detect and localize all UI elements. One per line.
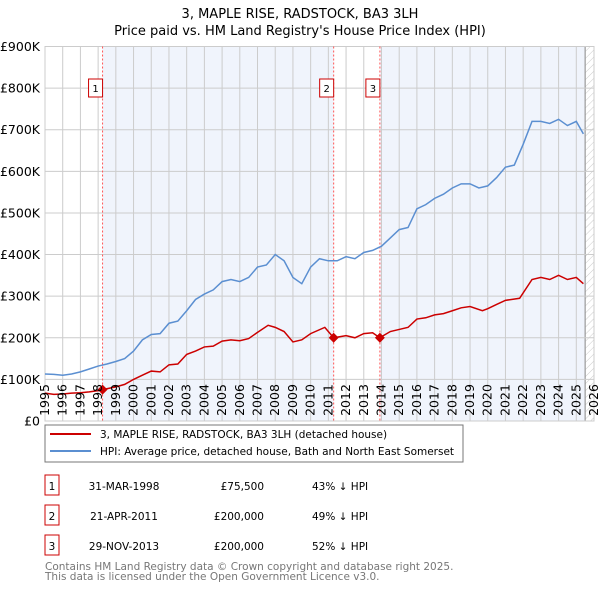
x-tick-label: 1997: [72, 384, 87, 416]
x-tick-label: 2011: [320, 384, 335, 416]
x-tick-label: 2005: [214, 384, 229, 416]
sale-row-date: 21-APR-2011: [90, 511, 158, 523]
sale-marker-box: [88, 78, 104, 98]
y-tick-label: £600K: [0, 164, 41, 179]
sale-row-hpi: 49% ↓ HPI: [312, 511, 368, 523]
y-tick-label: £200K: [0, 330, 41, 345]
sale-row-number-box: [44, 534, 60, 556]
x-tick-label: 2013: [356, 384, 371, 416]
x-tick-label: 2015: [391, 384, 406, 416]
x-tick-label: 2000: [126, 384, 141, 416]
sale-row-number-box: [44, 504, 60, 526]
x-tick-label: 2021: [497, 384, 512, 416]
footer-line-1: Contains HM Land Registry data © Crown c…: [45, 561, 453, 573]
sale-point: [374, 332, 385, 343]
x-tick-label: 2008: [267, 384, 282, 416]
sale-marker-number: 2: [323, 84, 329, 95]
x-tick-label: 2009: [285, 384, 300, 416]
sale-row-price: £200,000: [214, 511, 264, 523]
x-tick-label: 2016: [409, 384, 424, 416]
sale-point: [97, 384, 108, 395]
future-hatch: [585, 46, 594, 421]
sale-point: [328, 332, 339, 343]
y-tick-label: £400K: [0, 247, 41, 262]
x-tick-label: 2001: [143, 384, 158, 416]
y-tick-label: £900K: [0, 39, 41, 54]
x-tick-label: 2023: [533, 384, 548, 416]
y-tick-label: £0: [24, 414, 40, 429]
x-tick-label: 2025: [568, 384, 583, 416]
x-tick-label: 2020: [480, 384, 495, 416]
x-tick-label: 2026: [586, 384, 600, 416]
x-tick-label: 2024: [551, 384, 566, 416]
sale-row-hpi: 52% ↓ HPI: [312, 541, 368, 553]
x-tick-label: 2019: [462, 384, 477, 416]
x-tick-label: 2004: [196, 384, 211, 416]
x-tick-label: 1995: [37, 384, 52, 416]
sale-row-number: 1: [49, 481, 56, 493]
x-tick-label: 2010: [303, 384, 318, 416]
ownership-shading: [102, 46, 334, 421]
sale-row-date: 31-MAR-1998: [89, 481, 160, 493]
sale-row-number: 2: [49, 511, 56, 523]
x-tick-label: 2018: [444, 384, 459, 416]
legend-label-hpi: HPI: Average price, detached house, Bath…: [100, 446, 454, 458]
sale-marker-number: 1: [92, 84, 98, 95]
x-tick-label: 2003: [179, 384, 194, 416]
x-tick-label: 2022: [515, 384, 530, 416]
sale-row-price: £75,500: [221, 481, 264, 493]
chart-subtitle: Price paid vs. HM Land Registry's House …: [114, 24, 486, 39]
y-tick-label: £500K: [0, 205, 41, 220]
x-tick-label: 2012: [338, 384, 353, 416]
x-tick-label: 1999: [108, 384, 123, 416]
footer-line-2: This data is licensed under the Open Gov…: [44, 571, 380, 583]
y-tick-label: £300K: [0, 289, 41, 304]
x-tick-label: 2002: [161, 384, 176, 416]
x-tick-label: 2007: [250, 384, 265, 416]
property-price-line: [44, 274, 584, 396]
x-tick-label: 2017: [427, 384, 442, 416]
x-tick-label: 2006: [232, 384, 247, 416]
y-tick-label: £100K: [0, 372, 41, 387]
sale-row-hpi: 43% ↓ HPI: [312, 481, 368, 493]
sale-marker-box: [319, 78, 335, 98]
sale-row-date: 29-NOV-2013: [89, 541, 159, 553]
sale-row-number: 3: [49, 541, 56, 553]
legend: [44, 424, 464, 463]
sale-row-number-box: [44, 474, 60, 496]
legend-label-property: 3, MAPLE RISE, RADSTOCK, BA3 3LH (detach…: [100, 429, 387, 441]
x-tick-label: 1998: [90, 384, 105, 416]
ownership-shading: [379, 46, 586, 421]
sale-row-price: £200,000: [214, 541, 264, 553]
x-tick-label: 2014: [373, 384, 388, 416]
hpi-line: [44, 118, 585, 376]
y-tick-label: £700K: [0, 122, 41, 137]
sale-marker-number: 3: [370, 84, 376, 95]
y-tick-label: £800K: [0, 81, 41, 96]
chart-title: 3, MAPLE RISE, RADSTOCK, BA3 3LH: [182, 7, 419, 22]
sale-marker-box: [365, 78, 381, 98]
x-tick-label: 1996: [55, 384, 70, 416]
